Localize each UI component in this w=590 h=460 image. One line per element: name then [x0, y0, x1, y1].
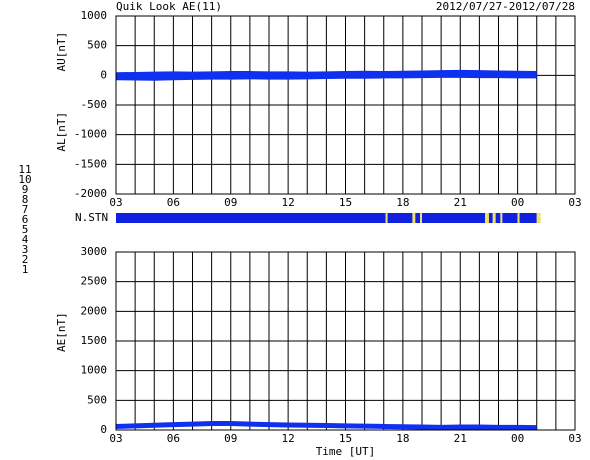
x-tick-label: 15 — [339, 196, 352, 209]
chart-title: Quik Look AE(11) — [116, 0, 222, 13]
x-tick-label: 06 — [167, 196, 180, 209]
y-tick-label: 3000 — [81, 245, 108, 258]
stations-label: N.STN — [75, 211, 108, 224]
y-tick-label: 500 — [87, 393, 107, 406]
station-bar — [519, 213, 537, 223]
x-tick-label: 18 — [396, 432, 409, 445]
x-tick-label: 12 — [282, 432, 295, 445]
station-bar — [116, 213, 386, 223]
station-bar — [387, 213, 413, 223]
legend-entry: 3 — [22, 243, 29, 256]
y-tick-label: -1500 — [74, 157, 107, 170]
y-tick-label: -2000 — [74, 187, 107, 200]
y-tick-label: 2500 — [81, 275, 108, 288]
station-bar — [502, 213, 518, 223]
legend-entry: 7 — [22, 203, 29, 216]
station-bar — [485, 213, 489, 223]
x-tick-label: 00 — [511, 196, 524, 209]
y-axis-label: AL[nT] — [55, 112, 68, 152]
date-range: 2012/07/27-2012/07/28 — [436, 0, 575, 13]
legend-entry: 9 — [22, 183, 29, 196]
legend-entry: 1 — [22, 263, 29, 276]
y-tick-label: 0 — [100, 68, 107, 81]
x-axis-label: Time [UT] — [316, 445, 376, 458]
x-tick-label: 15 — [339, 432, 352, 445]
data-line — [115, 72, 537, 81]
x-tick-label: 18 — [396, 196, 409, 209]
y-axis-label: AU[nT] — [55, 32, 68, 72]
legend-entry: 2 — [22, 253, 29, 266]
legend-entry: 11 — [18, 163, 31, 176]
station-bar — [536, 213, 541, 223]
x-tick-label: 03 — [109, 196, 122, 209]
x-tick-label: 09 — [224, 432, 237, 445]
station-bar — [517, 213, 520, 223]
x-tick-label: 03 — [568, 196, 581, 209]
station-bar — [385, 213, 388, 223]
y-tick-label: 1000 — [81, 9, 108, 22]
plot-frame — [115, 251, 576, 431]
x-tick-label: 03 — [568, 432, 581, 445]
plot-frame — [115, 15, 576, 195]
station-bar — [500, 213, 503, 223]
station-bar — [488, 213, 493, 223]
legend-entry: 5 — [22, 223, 29, 236]
x-tick-label: 09 — [224, 196, 237, 209]
station-bar — [420, 213, 422, 223]
x-tick-label: 21 — [454, 432, 467, 445]
y-tick-label: -500 — [81, 98, 108, 111]
x-tick-label: 21 — [454, 196, 467, 209]
station-bar — [415, 213, 421, 223]
legend-entry: 8 — [22, 193, 29, 206]
y-tick-label: 1000 — [81, 364, 108, 377]
x-tick-label: 06 — [167, 432, 180, 445]
y-axis-label: AE[nT] — [55, 312, 68, 352]
station-bar — [422, 213, 486, 223]
y-tick-label: -1000 — [74, 128, 107, 141]
legend-entry: 4 — [22, 233, 29, 246]
x-tick-label: 12 — [282, 196, 295, 209]
legend-entry: 10 — [18, 173, 31, 186]
station-bar — [492, 213, 496, 223]
station-bar — [495, 213, 501, 223]
station-bar — [412, 213, 416, 223]
data-line — [115, 69, 537, 78]
y-tick-label: 2000 — [81, 304, 108, 317]
y-tick-label: 1500 — [81, 334, 108, 347]
legend-entry: 6 — [22, 213, 29, 226]
x-tick-label: 03 — [109, 432, 122, 445]
data-line — [115, 420, 537, 431]
y-tick-label: 500 — [87, 39, 107, 52]
y-tick-label: 0 — [100, 423, 107, 436]
x-tick-label: 00 — [511, 432, 524, 445]
